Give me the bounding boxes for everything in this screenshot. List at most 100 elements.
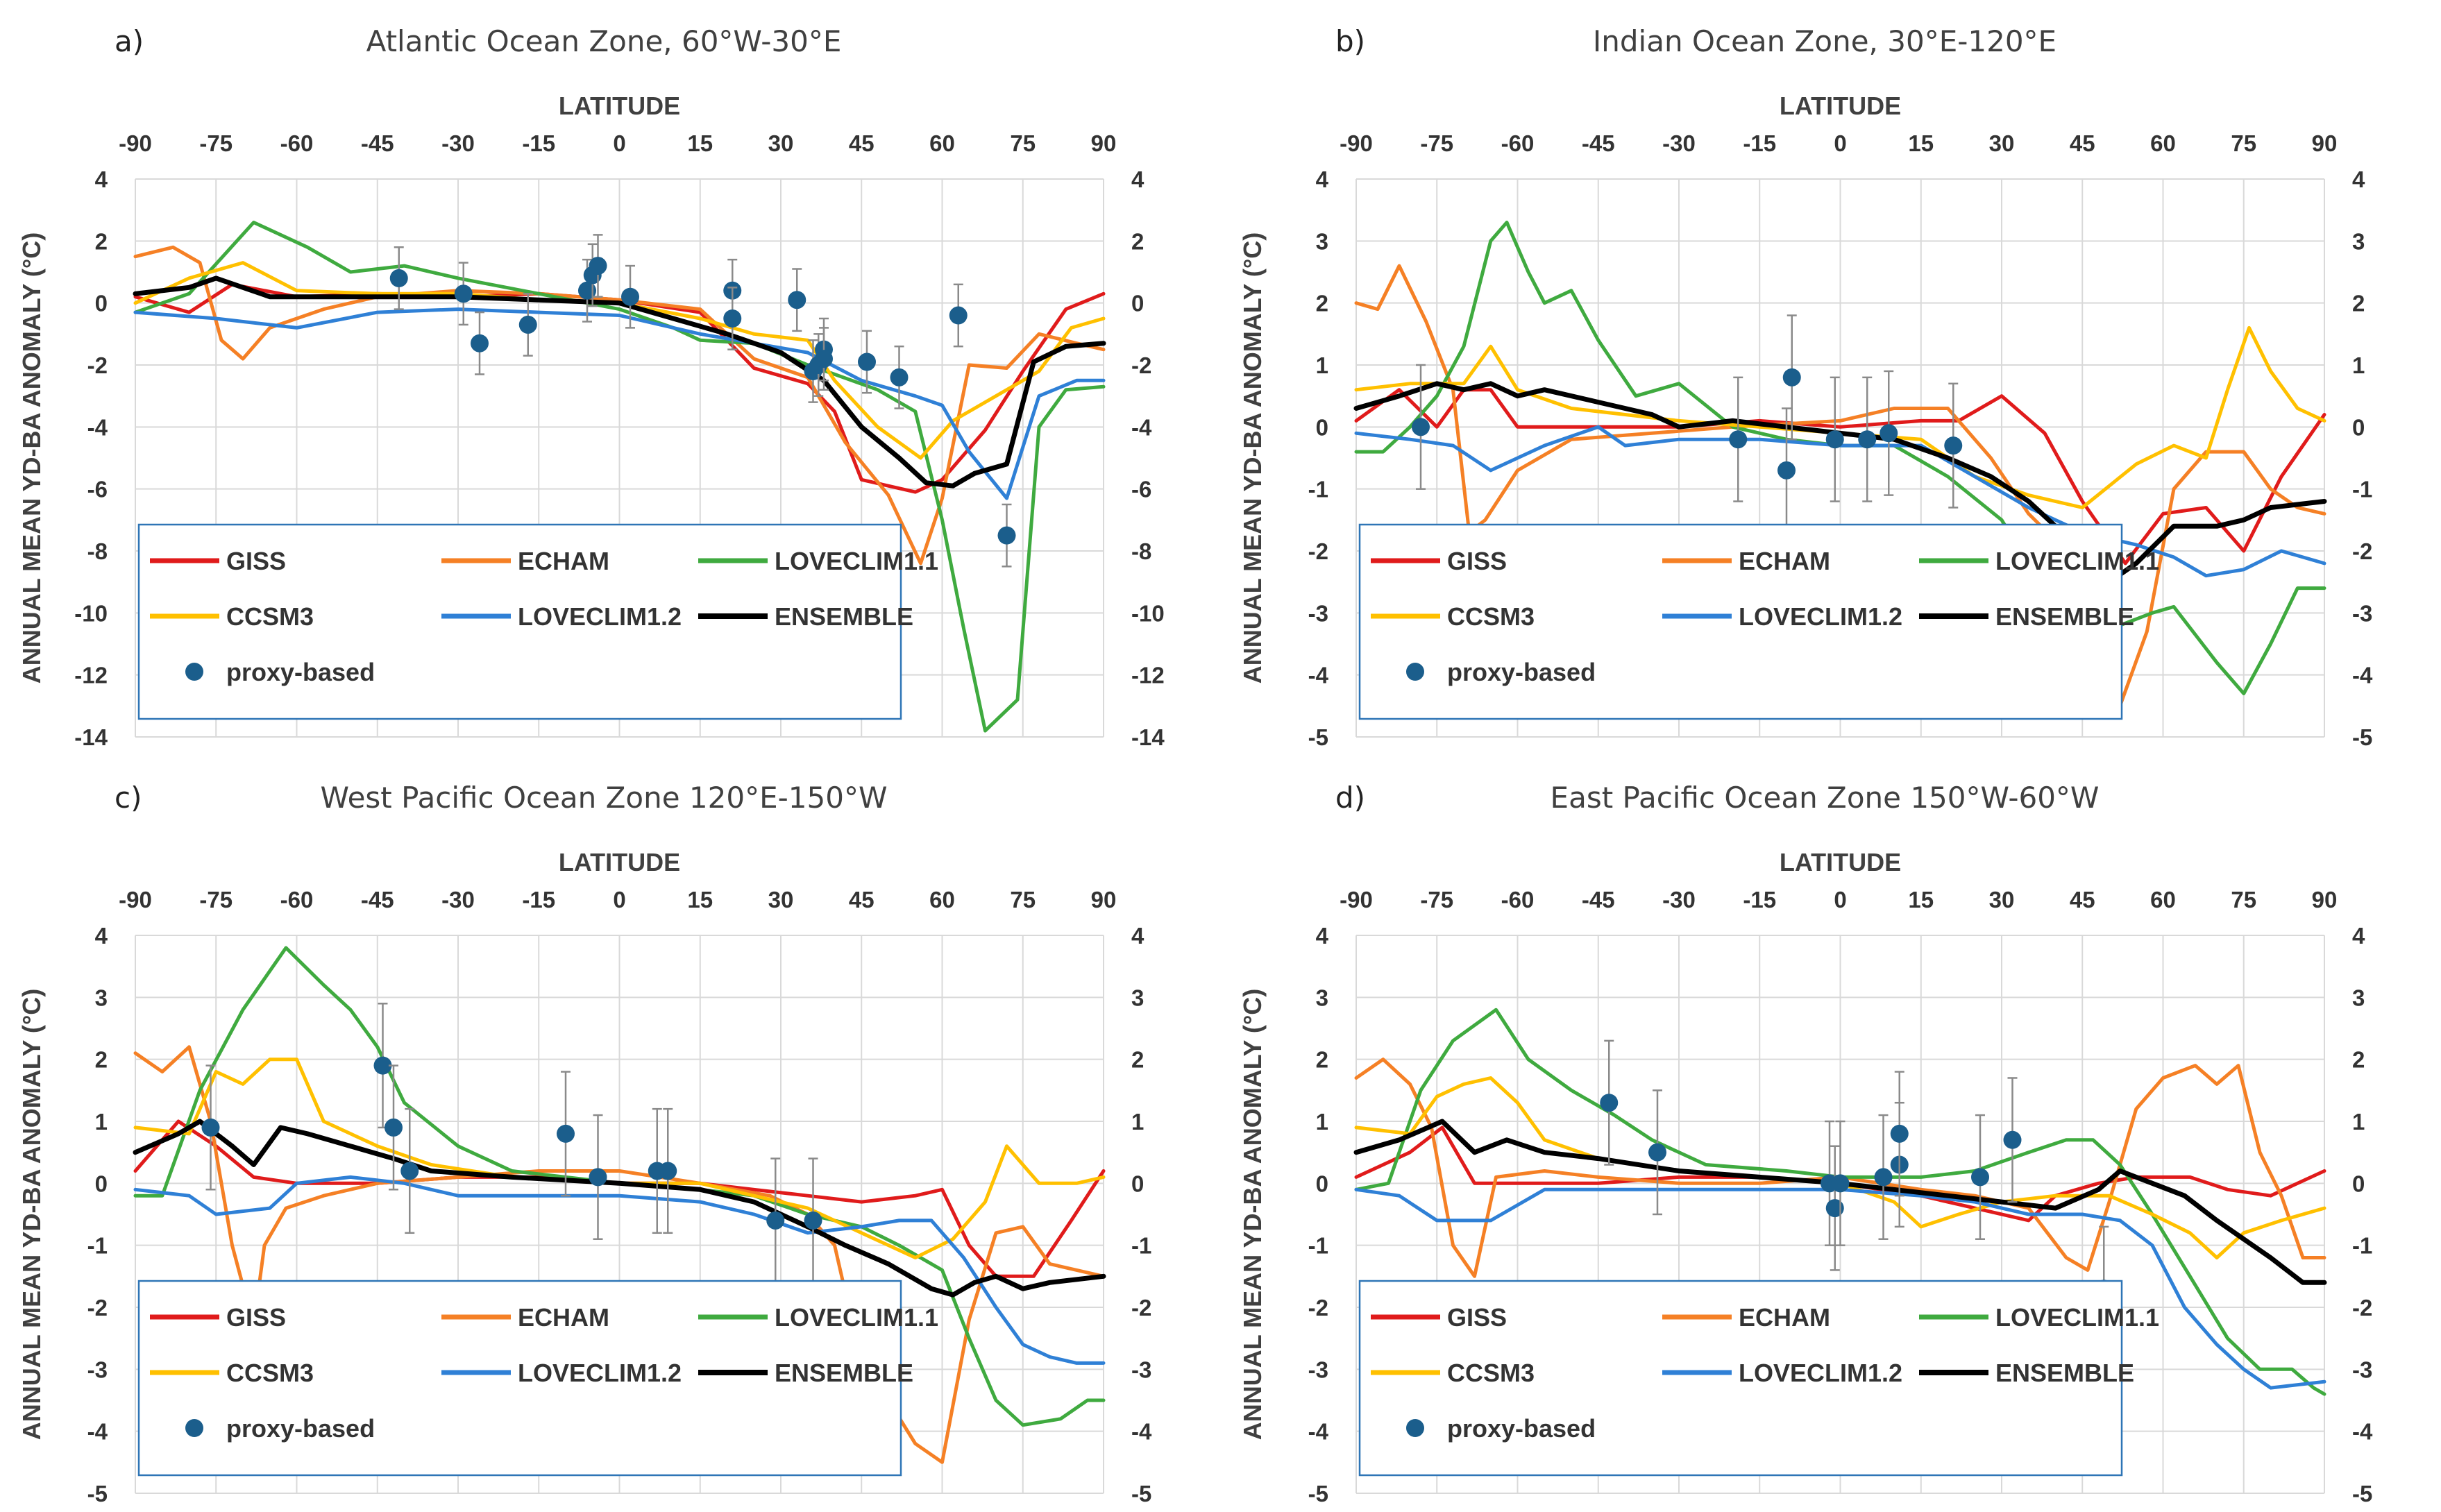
y-tick-label-left: -3 [87,1357,108,1382]
x-tick-label: 0 [613,887,625,912]
y-tick-label-left: -2 [87,352,108,378]
x-tick-label: 15 [1908,887,1934,912]
x-tick-label: 15 [1908,130,1934,156]
legend-label: ENSEMBLE [1995,1359,2134,1387]
legend-label: LOVECLIM1.1 [1995,1303,2159,1332]
y-tick-label-right: 2 [2352,291,2365,316]
series-line-ccsm3 [133,1057,1106,1259]
y-tick-label-right: 4 [2352,923,2365,949]
y-tick-label-left: 4 [95,167,108,192]
panel-atlantic-chart: a) Atlantic Ocean Zone, 60°W-30°E LATITUDE… [0,0,1220,756]
panel-label: c) [115,781,142,815]
y-tick-label-left: -14 [74,724,108,750]
x-tick-label: 0 [1834,130,1846,156]
x-tick-label: -15 [1743,130,1776,156]
y-tick-label-right: 3 [2352,985,2365,1010]
proxy-point [949,306,968,325]
y-tick-label-right: -3 [2352,600,2372,626]
y-tick-label-right: -5 [2352,724,2372,750]
proxy-point [1600,1094,1619,1112]
proxy-point [589,1168,607,1187]
y-tick-label-right: 1 [1131,1109,1144,1135]
proxy-point [858,352,876,371]
y-tick-label-right: -2 [1131,1295,1151,1320]
y-tick-label-right: -2 [2352,1295,2372,1320]
legend-label: ENSEMBLE [775,1359,913,1387]
legend-swatch-proxy [1406,663,1424,681]
series-line-echam [1354,264,2326,708]
y-tick-label-right: -10 [1131,600,1165,626]
chart-west-pacific-svg: c) West Pacific Ocean Zone 120°E-150°W LAT… [17,781,1152,1506]
x-tick-label: 15 [687,887,713,912]
proxy-point [1777,461,1796,479]
x-tick-label: 75 [1010,887,1036,912]
y-tick-label-right: -6 [1131,477,1151,502]
chart-title: East Pacific Ocean Zone 150°W-60°W [1551,781,2100,815]
y-tick-label-right: -14 [1131,724,1165,750]
proxy-point [815,350,833,368]
legend-label: ECHAM [1739,547,1830,575]
x-tick-label: -90 [1340,887,1373,912]
series-line-loveclim1-2 [1354,425,2326,578]
x-tick-label: 90 [1091,887,1117,912]
legend-label: GISS [1447,547,1507,575]
y-tick-label-left: 3 [1316,228,1328,254]
y-tick-label-left: 3 [95,985,108,1010]
y-tick-label-left: -1 [1308,1233,1328,1259]
y-tick-label-right: -8 [1131,538,1151,564]
proxy-point [1944,436,1963,455]
y-tick-label-left: 2 [1316,291,1328,316]
chart-east-pacific-svg: d) East Pacific Ocean Zone 150°W-60°W LATI… [1238,781,2373,1506]
y-tick-label-left: -5 [1308,724,1328,750]
y-tick-label-left: 3 [1316,985,1328,1010]
y-axis-title: ANNUAL MEAN YD-BA ANOMALY (°C) [1238,232,1267,683]
x-tick-label: 45 [2070,130,2095,156]
x-tick-label: -60 [1501,887,1535,912]
y-tick-label-right: -12 [1131,663,1165,688]
x-tick-label: 75 [2231,887,2256,912]
proxy-point [454,284,473,303]
proxy-point [2003,1130,2022,1149]
x-tick-label: -75 [199,887,233,912]
x-tick-label: 30 [768,130,794,156]
series-line-loveclim1-1 [1354,1008,2326,1396]
legend-label: GISS [1447,1303,1507,1332]
chart-atlantic-svg: a) Atlantic Ocean Zone, 60°W-30°E LATITUDE… [17,24,1165,750]
y-tick-label-right: 0 [2352,1171,2365,1196]
y-tick-label-left: 0 [95,291,108,316]
y-tick-label-right: -1 [1131,1233,1151,1259]
x-tick-label: -30 [1662,887,1696,912]
y-tick-label-left: -2 [1308,538,1328,564]
legend-label: LOVECLIM1.1 [775,1303,938,1332]
legend-label: LOVECLIM1.2 [1739,1359,1902,1387]
proxy-point [1880,424,1898,443]
panel-label: d) [1335,781,1365,815]
proxy-point [589,257,607,275]
x-tick-label: -45 [361,887,394,912]
x-tick-label: -60 [1501,130,1535,156]
legend-swatch-proxy [1406,1419,1424,1437]
x-tick-label: 0 [613,130,625,156]
legend-swatch-proxy [185,663,203,681]
legend-box [1358,523,2123,720]
y-tick-label-right: 0 [2352,414,2365,440]
legend-label: GISS [226,547,286,575]
proxy-point [1825,430,1844,449]
proxy-point [1648,1143,1666,1162]
y-axis-title: ANNUAL MEAN YD-BA ANOMALY (°C) [1238,989,1267,1440]
series-line-loveclim1-2 [133,307,1106,500]
legend-label: proxy-based [226,658,375,686]
x-tick-label: 45 [849,130,875,156]
x-tick-label: 60 [2150,130,2176,156]
y-tick-label-right: -4 [1131,1419,1152,1445]
legend-label: LOVECLIM1.2 [518,602,682,631]
y-tick-label-right: 1 [2352,1109,2365,1135]
series-line-ccsm3 [1354,1076,2326,1259]
x-tick-label: -15 [522,130,555,156]
y-tick-label-left: -12 [74,663,108,688]
proxy-point [400,1162,419,1180]
series-line-ensemble [133,1119,1106,1298]
panel-label: b) [1335,24,1365,58]
legend-label: CCSM3 [226,1359,314,1387]
y-tick-label-left: -4 [87,414,108,440]
